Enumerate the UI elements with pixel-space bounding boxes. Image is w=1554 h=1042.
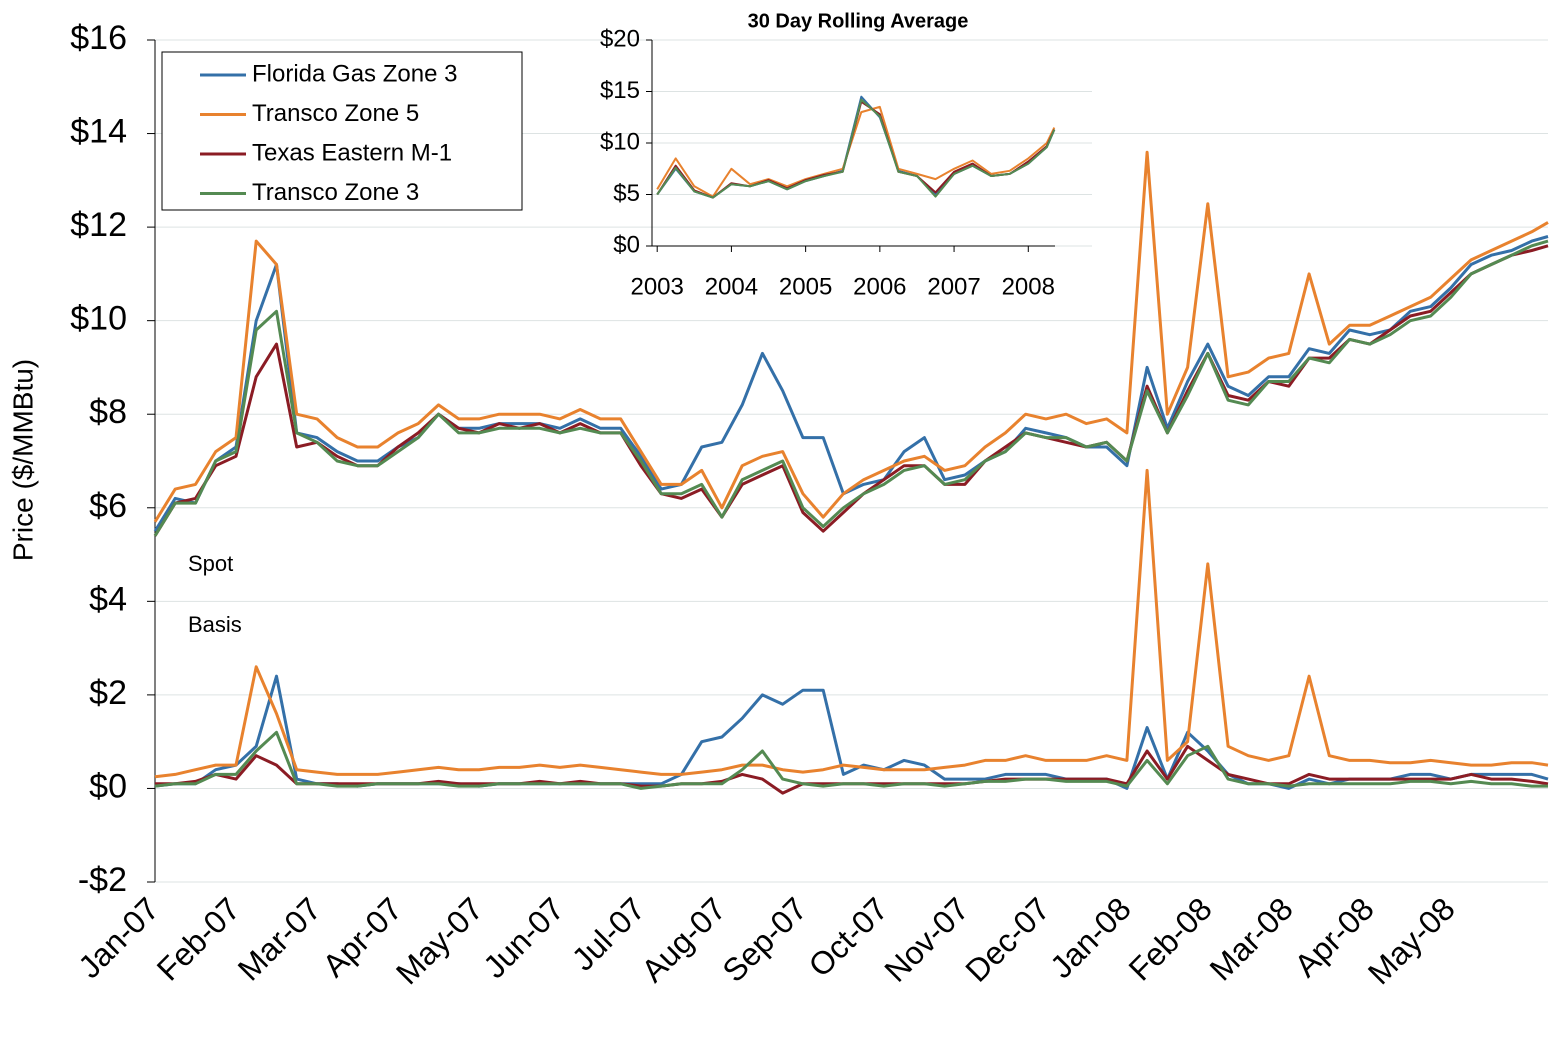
y-tick-label: -$2 — [78, 861, 127, 899]
x-tick-label: May-07 — [389, 890, 490, 991]
x-tick-label: Jun-07 — [476, 890, 571, 985]
y-tick-label: $12 — [70, 206, 127, 244]
inset-y-tick-label: $0 — [613, 231, 640, 258]
y-tick-label: $8 — [89, 393, 127, 431]
x-tick-label: Mar-08 — [1203, 890, 1300, 987]
inset-line — [656, 95, 1056, 199]
x-tick-label: May-08 — [1361, 890, 1462, 991]
basis-line — [154, 674, 1549, 790]
legend-box — [161, 51, 523, 211]
inset-title: 30 Day Rolling Average — [748, 10, 969, 32]
inset-x-tick-label: 2006 — [853, 273, 906, 300]
x-tick-label: Oct-07 — [801, 890, 894, 983]
x-tick-label: Aug-07 — [634, 890, 732, 988]
inset-y-tick-label: $10 — [600, 128, 640, 155]
y-tick-label: $0 — [89, 767, 127, 805]
x-tick-label: Feb-07 — [150, 890, 247, 987]
inset-y-tick-label: $15 — [600, 77, 640, 104]
inset-y-tick-label: $5 — [613, 180, 640, 207]
legend-label: Transco Zone 3 — [252, 179, 419, 206]
x-tick-label: Jan-07 — [71, 890, 166, 985]
y-tick-label: $10 — [70, 300, 127, 338]
x-tick-label: Mar-07 — [231, 890, 328, 987]
x-tick-label: Feb-08 — [1122, 890, 1219, 987]
basis-line — [154, 468, 1549, 779]
y-tick-label: $14 — [70, 113, 127, 151]
inset-line — [656, 105, 1056, 198]
spot-line — [153, 239, 1549, 537]
annotation: Basis — [188, 612, 242, 637]
y-tick-label: $6 — [89, 487, 127, 525]
inset-x-tick-label: 2003 — [630, 273, 683, 300]
spot-line — [153, 150, 1549, 523]
y-tick-label: $16 — [70, 19, 127, 57]
x-tick-label: Jan-08 — [1043, 890, 1138, 985]
annotation: Spot — [188, 551, 233, 576]
inset-x-tick-label: 2004 — [705, 273, 758, 300]
y-tick-label: $2 — [89, 674, 127, 712]
y-axis-label: Price ($/MMBtu) — [7, 359, 38, 561]
spot-line — [153, 244, 1549, 537]
x-tick-label: Nov-07 — [877, 890, 975, 988]
spot-line — [153, 235, 1549, 532]
y-tick-label: $4 — [89, 580, 127, 618]
x-tick-label: Sep-07 — [715, 890, 813, 988]
legend-label: Transco Zone 5 — [252, 100, 419, 127]
basis-line — [154, 730, 1548, 790]
inset-y-tick-label: $20 — [600, 25, 640, 52]
inset-x-tick-label: 2007 — [927, 273, 980, 300]
inset-x-tick-label: 2005 — [779, 273, 832, 300]
legend-label: Florida Gas Zone 3 — [252, 60, 457, 87]
inset-x-tick-label: 2008 — [1002, 273, 1055, 300]
legend-label: Texas Eastern M-1 — [252, 139, 452, 166]
x-tick-label: Dec-07 — [958, 890, 1056, 988]
inset-line — [656, 98, 1056, 199]
